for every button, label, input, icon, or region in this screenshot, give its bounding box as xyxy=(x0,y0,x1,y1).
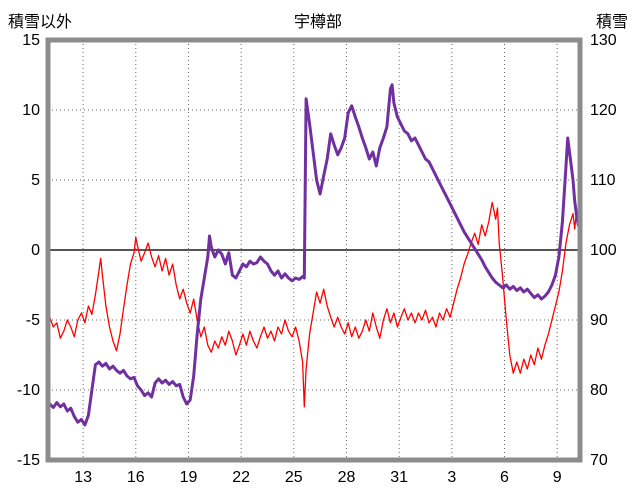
right-tick-label: 110 xyxy=(590,172,616,189)
series-line-other xyxy=(49,201,579,408)
left-tick-label: -15 xyxy=(17,452,40,469)
x-tick-label: 25 xyxy=(285,469,303,486)
plot-frame xyxy=(45,37,583,463)
right-tick-label: 90 xyxy=(590,312,608,329)
x-tick-label: 19 xyxy=(180,469,198,486)
right-axis-label: 積雪 xyxy=(595,14,628,31)
left-tick-label: 5 xyxy=(31,172,40,189)
left-axis-label: 積雪以外 xyxy=(8,14,73,31)
left-tick-label: 0 xyxy=(31,242,40,259)
left-tick-label: -10 xyxy=(17,382,40,399)
right-tick-label: 130 xyxy=(590,32,617,49)
x-tick-label: 22 xyxy=(232,469,250,486)
left-tick-label: -5 xyxy=(26,312,40,329)
axis-tick-labels: 15 10 5 0 -5 -10 -15 130 120 110 100 90 80 70 13 16 19 22… xyxy=(17,32,617,486)
right-tick-label: 70 xyxy=(590,452,608,469)
x-tick-label: 9 xyxy=(553,469,562,486)
right-tick-label: 80 xyxy=(590,382,608,399)
left-tick-label: 15 xyxy=(22,32,40,49)
right-tick-label: 120 xyxy=(590,102,617,119)
x-tick-label: 16 xyxy=(127,469,145,486)
chart-title: 宇樽部 xyxy=(293,14,342,31)
x-tick-label: 13 xyxy=(74,469,92,486)
x-tick-label: 28 xyxy=(338,469,356,486)
grid-lines xyxy=(48,40,580,460)
left-tick-label: 10 xyxy=(22,102,40,119)
x-tick-label: 6 xyxy=(500,469,509,486)
right-tick-label: 100 xyxy=(590,242,617,259)
x-tick-label: 31 xyxy=(390,469,408,486)
series-line-snow xyxy=(48,83,580,427)
x-tick-label: 3 xyxy=(447,469,456,486)
